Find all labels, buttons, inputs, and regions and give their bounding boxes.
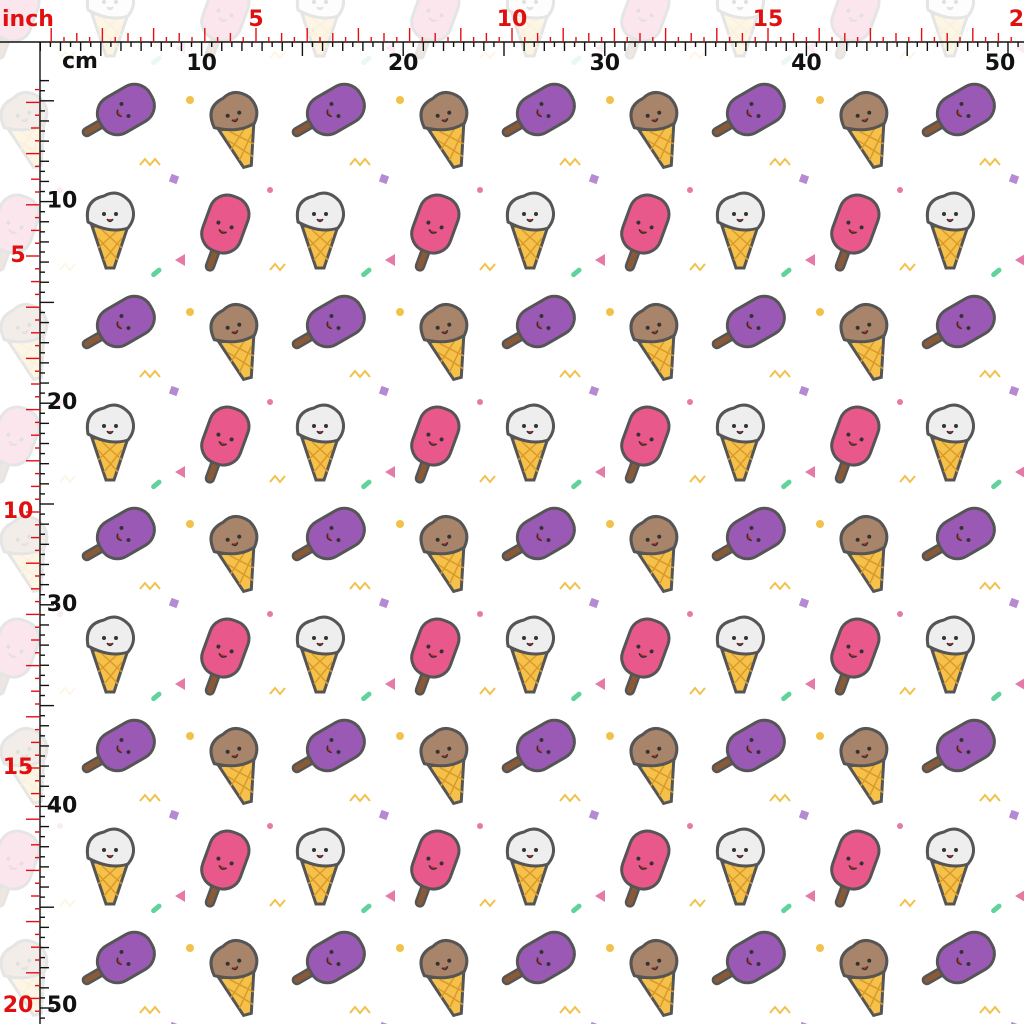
cm-unit: cm (62, 49, 98, 74)
inch-label: 20 (3, 993, 34, 1018)
cm-label: 30 (47, 592, 78, 617)
cm-label: 50 (47, 993, 78, 1018)
inch-label: 5 (248, 7, 263, 32)
inch-label: 10 (497, 7, 528, 32)
inch-label: 10 (3, 499, 34, 524)
cm-label: 20 (388, 51, 419, 76)
cm-label: 20 (47, 390, 78, 415)
cm-label: 50 (985, 51, 1016, 76)
cm-label: 40 (791, 51, 822, 76)
cm-label: 10 (186, 51, 217, 76)
inch-label: 20 (1009, 7, 1024, 32)
inch-unit: inch (2, 7, 54, 32)
inch-label: 15 (753, 7, 784, 32)
ruler-ticks (26, 28, 1019, 1019)
cm-label: 40 (47, 793, 78, 818)
cm-label: 10 (47, 189, 78, 214)
inch-label: 5 (10, 243, 25, 268)
inch-label: 15 (3, 755, 34, 780)
cm-label: 30 (589, 51, 620, 76)
